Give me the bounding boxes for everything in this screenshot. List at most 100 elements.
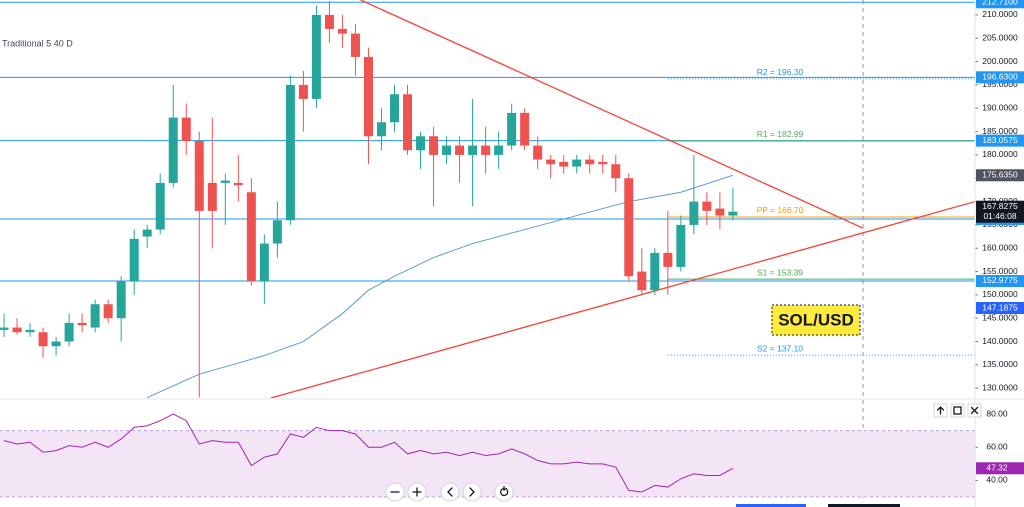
y-tick-label: 190.0000	[982, 102, 1018, 112]
candle-body	[481, 145, 491, 155]
candle-body	[324, 14, 334, 29]
level-tag-box	[976, 0, 1024, 9]
time-range-bar	[736, 504, 806, 507]
y-tick-label: 210.0000	[982, 9, 1018, 19]
candle-body	[337, 28, 347, 34]
countdown: 01:46:08	[983, 211, 1016, 221]
candle-body	[376, 122, 386, 137]
candle-body	[598, 161, 608, 165]
candle-body	[546, 159, 556, 165]
candle-body	[285, 84, 295, 221]
left-icon	[447, 487, 453, 497]
y-tick-label: 200.0000	[982, 56, 1018, 66]
pivot-label: S2 = 137.10	[757, 343, 803, 353]
rsi-line	[3, 413, 734, 493]
rsi-tag: 47.32	[986, 463, 1008, 473]
rsi-band	[0, 430, 975, 498]
candle-body	[702, 201, 712, 211]
y-tick-label: 205.0000	[982, 33, 1018, 43]
candle-body	[181, 117, 191, 141]
crosshair-tag: 147.1875	[982, 302, 1018, 312]
candle-body	[585, 159, 595, 165]
candle-body	[442, 145, 452, 155]
candle-body	[403, 94, 413, 151]
candle-body	[363, 56, 373, 137]
y-tick-label: 195.0000	[982, 79, 1018, 89]
level-tag-box	[976, 134, 1024, 147]
candle-body	[207, 182, 217, 211]
y-tick-label: 140.0000	[982, 336, 1018, 346]
candle-body	[350, 33, 360, 57]
time-range-bar	[828, 504, 900, 507]
current-price-tag-box	[976, 200, 1024, 223]
y-tick-label: 180.0000	[982, 149, 1018, 159]
maximize-button[interactable]	[950, 403, 965, 418]
candle-body	[429, 136, 439, 155]
badge-box	[771, 304, 861, 336]
level-tag-box	[976, 274, 1024, 287]
rsi-tick-label: 60.00	[986, 442, 1008, 452]
level-tag: 212.7100	[982, 0, 1018, 7]
right-icon	[469, 487, 475, 497]
y-tick-label: 150.0000	[982, 289, 1018, 299]
scroll-left-button[interactable]	[440, 482, 460, 502]
y-tick-label: 155.0000	[982, 266, 1018, 276]
candle-body	[663, 252, 673, 267]
pivot-label: R2 = 196.30	[757, 67, 804, 77]
candle-body	[38, 332, 48, 347]
y-tick-label: 185.0000	[982, 126, 1018, 136]
rsi-pane	[0, 400, 975, 498]
rsi-tick-label: 80.00	[986, 408, 1008, 418]
y-tick-label: 135.0000	[982, 359, 1018, 369]
square-icon	[953, 406, 962, 415]
candle-body	[637, 271, 647, 291]
level-tag: 183.0575	[982, 135, 1018, 145]
candle-body	[572, 159, 582, 167]
candle-body	[51, 341, 61, 347]
candle-body	[390, 94, 400, 123]
crosshair-tag-box	[976, 302, 1024, 315]
y-tick-label: 130.0000	[982, 382, 1018, 392]
candle-body	[246, 192, 256, 281]
trendline	[270, 200, 975, 398]
candle-body	[194, 140, 204, 211]
candle-body	[103, 304, 113, 319]
candle-body	[220, 180, 230, 183]
pivot-label: S1 = 153.39	[757, 267, 803, 277]
moving-average	[147, 174, 734, 398]
candle-body	[90, 304, 100, 328]
rsi-tag-box	[976, 462, 1024, 475]
candle-body	[116, 280, 126, 319]
ma-tag-box	[976, 169, 1024, 182]
ma-tag: 175.6350	[982, 170, 1018, 180]
level-tag-box	[976, 71, 1024, 84]
candle-body	[272, 220, 282, 244]
reset-icon	[500, 485, 509, 497]
candle-body	[650, 252, 660, 291]
current-price-tag: 167.8275	[982, 201, 1018, 211]
y-tick-label: 145.0000	[982, 312, 1018, 322]
candle-body	[64, 322, 74, 342]
candle-body	[12, 327, 22, 333]
candle-body	[416, 136, 426, 151]
plus-icon	[412, 487, 422, 497]
candle-body	[168, 117, 178, 183]
price-axis: 130.0000 135.0000 140.0000 145.0000 150.0000…	[975, 0, 1024, 485]
candle-body	[259, 243, 269, 281]
scroll-right-button[interactable]	[462, 482, 482, 502]
candle-body	[311, 14, 321, 99]
candle-body	[468, 145, 478, 155]
candle-body	[25, 329, 35, 333]
rsi-tick-label: 40.00	[986, 475, 1008, 485]
pivot-label: PP = 166.70	[757, 205, 804, 215]
level-tag: 152.9775	[982, 275, 1018, 285]
candle-body	[611, 164, 621, 179]
candle-body	[298, 84, 308, 99]
candle-body	[728, 211, 738, 216]
reset-button[interactable]	[494, 482, 514, 502]
x-icon	[970, 406, 979, 415]
y-tick-label: 160.0000	[982, 242, 1018, 252]
